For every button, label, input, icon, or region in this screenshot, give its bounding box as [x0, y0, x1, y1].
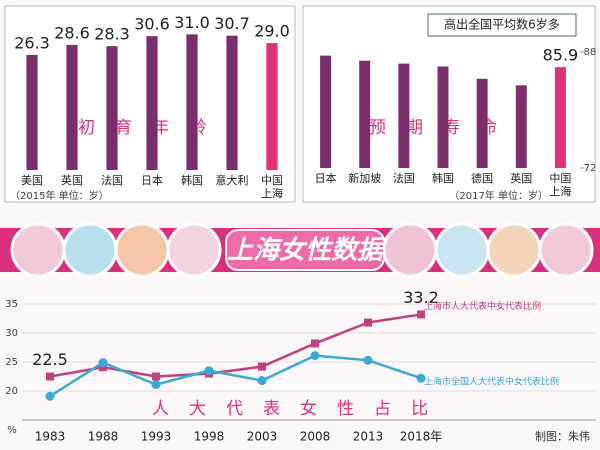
value-label: 33.2: [403, 288, 439, 307]
x-tick-label: 1993: [141, 430, 172, 444]
x-tick-label: 中国 上海: [549, 172, 572, 198]
x-tick-label: 2008: [300, 430, 331, 444]
y-tick-label: 72: [584, 163, 597, 174]
x-tick-label: 韩国: [432, 172, 454, 185]
point: [417, 310, 425, 319]
point: [45, 391, 55, 401]
point: [257, 376, 267, 386]
legend-label: 上海市人大代表中女代表比例: [424, 300, 541, 312]
x-tick-label: 日本: [314, 172, 337, 185]
annotation: 高出全国平均数6岁多: [444, 17, 560, 32]
value-label: 29.0: [254, 22, 290, 41]
bar: [398, 63, 410, 168]
x-tick-label: 新加坡: [348, 172, 382, 185]
point: [311, 339, 319, 348]
legend-label: 上海市全国人大代表中女代表比例: [424, 376, 559, 388]
y-tick-label: 25: [5, 357, 18, 368]
point: [310, 351, 320, 361]
point: [416, 373, 426, 383]
bar: [554, 67, 566, 168]
value-label: 30.7: [214, 14, 250, 33]
point: [99, 363, 107, 372]
bar: [66, 44, 78, 170]
x-tick-label: 2018年: [400, 430, 443, 444]
bar: [226, 35, 238, 170]
value-label: 85.9: [543, 46, 579, 65]
banner-box: [225, 229, 385, 271]
value-label: 28.3: [94, 25, 130, 44]
y-tick-label: 20: [5, 386, 18, 397]
x-tick-label: 法国: [101, 174, 123, 187]
value-label: 26.3: [14, 33, 50, 52]
bar: [186, 34, 198, 170]
credit: 制图：朱伟: [535, 430, 590, 443]
y-tick-label: 35: [5, 299, 18, 310]
series-line: [49, 354, 422, 398]
x-tick-label: 1988: [88, 430, 119, 444]
bar: [106, 46, 118, 170]
panel: [302, 5, 596, 203]
value-label: 28.6: [54, 23, 90, 42]
point: [46, 372, 54, 381]
value-label: 31.0: [174, 13, 210, 32]
x-tick-label: 日本: [141, 174, 163, 187]
x-tick-label: 2013: [353, 430, 384, 444]
x-tick-label: 1983: [35, 430, 66, 444]
chart-note: （2017年 单位：岁）: [449, 189, 548, 202]
chart-title: 人大代表女性占比: [152, 399, 448, 419]
point: [151, 380, 161, 390]
x-tick-label: 2003: [247, 430, 278, 444]
x-tick-label: 德国: [471, 172, 494, 185]
x-tick-label: 中国 上海: [261, 174, 283, 200]
bar: [476, 78, 488, 168]
avatars: [10, 222, 594, 278]
bar: [320, 55, 332, 168]
x-tick-label: 1998: [194, 430, 225, 444]
x-tick-label: 法国: [392, 172, 415, 185]
point: [258, 362, 266, 371]
bar: [146, 36, 158, 170]
bar: [266, 43, 278, 170]
y-tick-label: 30: [5, 328, 18, 339]
y-axis-label: %: [7, 425, 17, 436]
annotation-box: [427, 13, 577, 37]
x-tick-label: 韩国: [181, 174, 203, 187]
bar: [437, 66, 449, 168]
point: [204, 366, 214, 376]
point: [152, 372, 160, 381]
bar: [515, 85, 527, 168]
point: [98, 358, 108, 368]
point: [364, 318, 372, 327]
x-tick-label: 英国: [61, 174, 83, 187]
bar: [359, 60, 371, 169]
banner-title: 上海女性数据: [227, 236, 387, 266]
value-label: 30.6: [134, 15, 170, 34]
chart-note: （2015年 单位：岁）: [10, 189, 109, 202]
y-tick-label: 88: [584, 47, 597, 58]
value-label: 22.5: [32, 350, 68, 369]
x-tick-label: 美国: [21, 174, 43, 187]
series-line: [49, 313, 422, 378]
point: [363, 355, 373, 365]
x-tick-label: 英国: [510, 172, 533, 185]
x-tick-label: 意大利: [215, 174, 249, 187]
bar: [26, 54, 38, 170]
